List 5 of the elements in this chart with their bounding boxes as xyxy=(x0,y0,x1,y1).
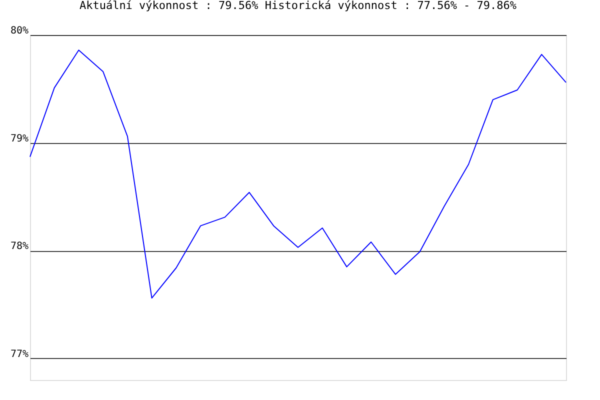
y-tick-label: 79% xyxy=(10,133,28,144)
chart-title: Aktuální výkonnost : 79.56% Historická výkonnost : 77.56% - 79.86% xyxy=(79,0,517,12)
y-tick-label: 80% xyxy=(10,26,28,36)
y-tick-label: 78% xyxy=(10,241,28,252)
y-tick-label: 77% xyxy=(10,348,28,360)
